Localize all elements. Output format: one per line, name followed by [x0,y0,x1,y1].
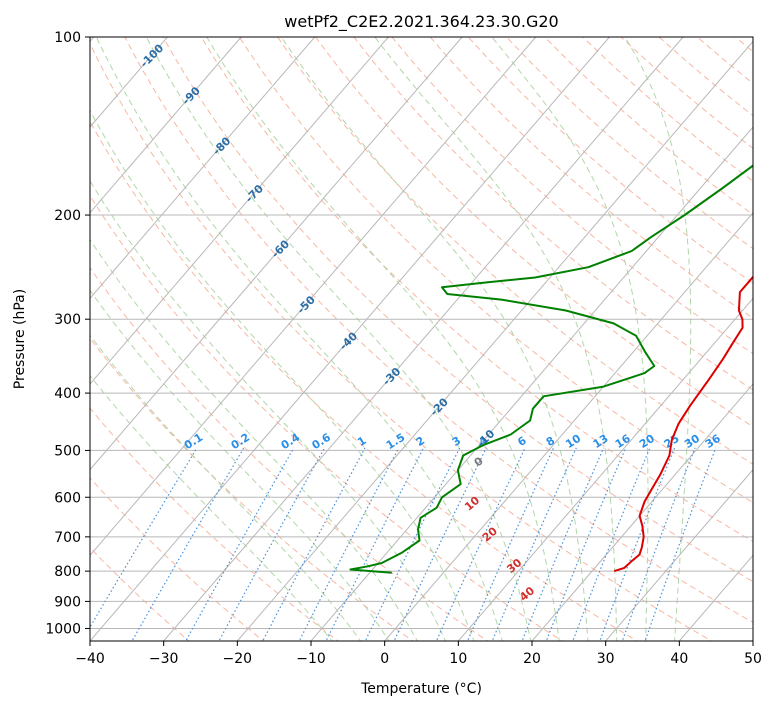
mixing-ratio-label: 3 [450,434,463,449]
mixing-ratio-line [298,447,400,641]
dewpoint-profile [349,164,753,574]
y-tick-label: 500 [54,443,81,459]
dry-adiabat [90,546,190,641]
y-tick-label: 1000 [45,621,81,637]
mixing-ratio-label: 1 [355,434,368,449]
mixing-ratio-label: 10 [563,432,583,451]
moist-adiabat [95,37,503,641]
mixing-ratio-label: 6 [515,434,529,449]
dry-adiabat [124,37,753,624]
mixing-ratio-label: 36 [703,432,723,451]
dry-adiabat [238,37,753,504]
y-tick-label: 100 [54,30,81,46]
dry-adiabat [582,37,753,182]
y-axis-label: Pressure (hPa) [12,289,28,389]
y-tick-label: 900 [54,594,81,610]
isotherm [90,37,389,385]
y-tick-label: 600 [54,490,81,506]
isotherm [531,383,753,641]
y-tick-label: 800 [54,564,81,580]
dry-adiabat [315,37,753,428]
x-tick-label: 0 [380,651,389,667]
mixing-ratio-label: 16 [613,432,633,451]
dry-adiabat [658,37,753,117]
x-tick-label: 50 [744,651,762,667]
isotherm [163,37,684,641]
isotherm [752,640,753,641]
moist-adiabat [90,334,362,641]
x-tick-label: −10 [296,651,326,667]
dry-adiabat [467,37,753,284]
dry-adiabat [162,37,753,583]
plot-frame [89,36,754,642]
isotherm [457,297,753,641]
isotherm [384,211,753,641]
isotherm [90,37,242,214]
moist-adiabat [624,37,692,641]
isotherm [605,468,753,641]
chart-title: wetPf2_C2E2.2021.364.23.30.G20 [284,12,558,32]
isotherm [90,37,537,557]
mixing-ratio-line [325,447,425,641]
y-tick-label: 200 [54,208,81,224]
dry-adiabat [758,24,775,644]
isotherm [236,40,753,641]
x-tick-label: −20 [223,651,253,667]
mixing-ratio-label: 0.6 [310,431,334,453]
y-tick-label: 700 [54,530,81,546]
x-tick-label: 10 [449,651,467,667]
mixing-ratio-line [621,447,696,641]
plot-area: 0.1 0.2 0.4 0.6 1 1.5 2 3 4 6 8 10 13 16 20 25 30 36-100-… [90,24,775,644]
mixing-ratio-line [218,447,326,641]
isotherm [310,126,753,641]
dry-adiabat [391,37,753,355]
mixing-ratio-label: 13 [591,432,611,451]
moist-adiabat [206,37,560,641]
dry-adiabat [429,37,753,319]
dry-adiabat-label: 0 [472,454,486,469]
axes: −40 −30 −20 −10 0 10 20 30 40 5010020030040050060… [45,30,762,667]
dry-adiabat-label: 10 [462,494,482,514]
x-axis-label: Temperature (°C) [360,681,482,697]
y-tick-label: 400 [54,386,81,402]
mixing-ratio-line [466,447,555,641]
x-tick-label: −40 [75,651,105,667]
moist-adiabat [90,109,475,641]
moist-adiabat [145,37,532,641]
dry-adiabat [90,42,713,641]
mixing-ratio-line [572,447,651,641]
mixing-ratio-label: 0.4 [279,431,303,453]
mixing-ratio-line [491,447,577,641]
isotherm [90,37,610,641]
mixing-ratio-label: 30 [682,432,702,451]
mixing-ratio-line [393,447,487,641]
mixing-ratio-line [521,447,605,641]
dry-adiabat [696,37,753,85]
mixing-ratio-label: 0.2 [229,431,252,452]
mixing-ratio-label: 20 [637,432,657,451]
mixing-ratio-line [435,447,526,641]
x-tick-label: 30 [597,651,615,667]
mixing-ratio-label: 1.5 [384,431,407,452]
y-tick-label: 300 [54,312,81,328]
isotherm [90,37,316,300]
x-tick-label: −30 [149,651,179,667]
isotherm [90,37,463,471]
x-tick-label: 20 [523,651,541,667]
mixing-ratio-line [364,447,461,641]
mixing-ratio-line [185,447,295,641]
mixing-ratio-label: 8 [544,434,557,449]
mixing-ratio-line [644,447,717,641]
moist-adiabat [90,238,418,641]
dry-adiabat [353,37,753,391]
mixing-ratio-line [90,447,198,629]
dry-adiabat [734,37,753,53]
x-tick-label: 40 [670,651,688,667]
temperature-profile [613,275,753,573]
